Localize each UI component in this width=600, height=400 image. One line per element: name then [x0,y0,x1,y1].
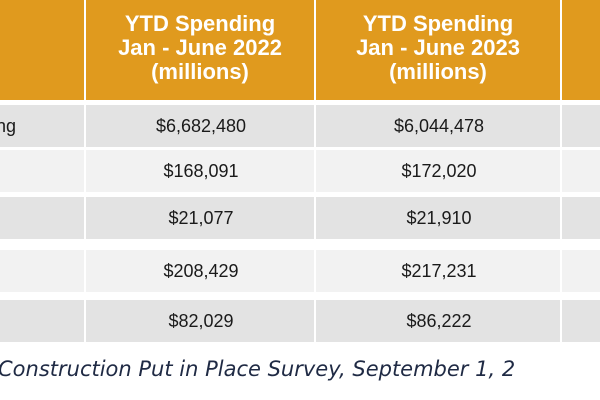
column-divider [560,0,562,342]
value-2023: $217,231 [401,261,477,281]
header-2022-line1: YTD Spending [124,11,276,36]
table-row: $82,029 $86,222 [0,300,600,342]
value-2023: $172,020 [401,161,477,181]
row-label [0,250,86,292]
table-row: $168,091 $172,020 [0,150,600,192]
value-2023: $86,222 [406,311,472,331]
value-2022: $168,091 [163,161,239,181]
value-2022: $82,029 [168,311,234,331]
column-divider [314,0,316,342]
header-ytd-2022: YTD Spending Jan - June 2022 (millions) [86,0,314,100]
value-2022: $6,682,480 [155,116,247,136]
header-2022-line3: (millions) [151,59,249,84]
value-2022: $21,077 [168,208,234,228]
header-2022-line2: Jan - June 2022 [118,35,282,60]
header-2023-line1: YTD Spending [362,11,514,36]
value-2022: $208,429 [163,261,239,281]
header-2023-line2: Jan - June 2023 [356,35,520,60]
header-2023-line3: (millions) [389,59,487,84]
row-divider [0,100,600,103]
header-blank-cell [0,0,84,100]
value-2023: $6,044,478 [393,116,485,136]
source-note: Construction Put in Place Survey, Septem… [0,357,516,381]
row-label [0,300,86,342]
row-label: nding [0,116,17,136]
header-ytd-2023: YTD Spending Jan - June 2023 (millions) [316,0,560,100]
column-divider [84,0,86,342]
header-extra-cell [562,0,600,100]
table-row: $208,429 $217,231 [0,250,600,292]
value-2023: $21,910 [406,208,472,228]
table-row: $21,077 $21,910 [0,197,600,239]
row-label [0,197,86,239]
table-row: nding $6,682,480 $6,044,478 [0,105,600,147]
row-label [0,150,86,192]
